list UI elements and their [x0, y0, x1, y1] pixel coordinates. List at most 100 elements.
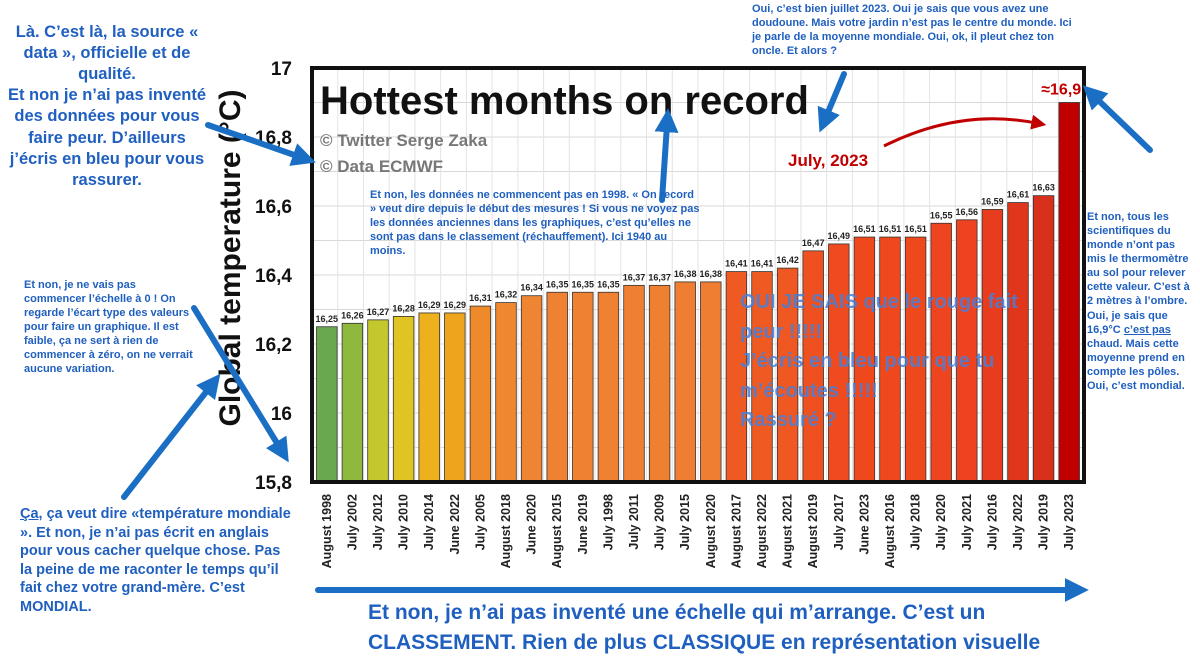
- note-scale: Et non, je ne vais pas commencer l’échel…: [24, 279, 193, 376]
- data-label: 16,51: [853, 224, 876, 234]
- arrow-record: [1082, 85, 1153, 153]
- grid: [312, 68, 1084, 482]
- x-tick-label: July 2009: [653, 494, 667, 550]
- x-tick-label: July 2002: [345, 494, 359, 550]
- bar: [700, 281, 722, 483]
- data-label: 16,27: [367, 307, 390, 317]
- y-tick-label: 16,4: [255, 266, 292, 287]
- data-label: 16,37: [648, 272, 671, 282]
- data-label: 16,35: [546, 279, 569, 289]
- data-label: 16,56: [956, 207, 979, 217]
- x-tick-label: June 2023: [857, 494, 871, 555]
- x-tick-label: July 2015: [678, 494, 692, 550]
- note-july-2023: Oui, c’est bien juillet 2023. Oui je sai…: [752, 3, 1072, 58]
- x-tick-label: July 2014: [422, 494, 436, 550]
- highlight-label: July, 2023: [788, 151, 868, 170]
- x-tick-label: July 2021: [960, 494, 974, 550]
- x-tick-label: July 2016: [985, 494, 999, 550]
- data-label: 16,38: [674, 269, 697, 279]
- bar: [495, 302, 517, 483]
- bar: [648, 284, 671, 483]
- credit-twitter: © Twitter Serge Zaka: [320, 131, 488, 150]
- y-tick-label: 15,8: [255, 473, 292, 494]
- x-tick-label: July 2020: [934, 494, 948, 550]
- data-label: 16,41: [751, 259, 774, 269]
- data-label-record: ≈16,9: [1041, 82, 1081, 99]
- x-tick-label: August 1998: [320, 494, 334, 568]
- bar: [367, 319, 389, 483]
- arrow-scale: [191, 305, 289, 463]
- bar: [418, 312, 440, 483]
- x-tick-label: July 2012: [371, 494, 385, 550]
- x-tick-label: July 2017: [832, 494, 846, 550]
- x-tick-label: August 2019: [806, 494, 820, 568]
- note-global-temperature-lead: Ça: [20, 506, 39, 522]
- data-label: 16,42: [776, 255, 799, 265]
- x-tick-label: July 2010: [397, 494, 411, 550]
- x-tick-label: June 2020: [525, 494, 539, 555]
- arrow-ylabel: [121, 373, 221, 500]
- data-label: 16,26: [341, 310, 364, 320]
- x-tick-label: July 2005: [473, 494, 487, 550]
- data-label: 16,63: [1032, 183, 1055, 193]
- y-tick-label: 16: [271, 404, 292, 425]
- data-label: 16,41: [725, 259, 748, 269]
- bar: [469, 305, 492, 483]
- y-tick-label: 16,2: [255, 335, 292, 356]
- bar: [546, 291, 568, 483]
- data-label: 16,25: [316, 314, 339, 324]
- note-thermometer: Et non, tous les scientifiques du monde …: [1087, 210, 1195, 393]
- data-label: 16,47: [802, 238, 825, 248]
- note-global-temperature: Ça, ça veut dire «température mondiale »…: [20, 505, 292, 616]
- data-label: 16,61: [1007, 190, 1030, 200]
- bar: [1058, 102, 1080, 483]
- note-thermometer-post: chaud. Mais cette moyenne prend en compt…: [1087, 337, 1185, 392]
- plot-frame: [310, 66, 1086, 484]
- x-tick-label: August 2021: [781, 494, 795, 568]
- data-label: 16,29: [418, 300, 441, 310]
- x-tick-label: August 2022: [755, 494, 769, 568]
- x-tick-label: August 2017: [729, 494, 743, 568]
- x-tick-label: June 2022: [448, 494, 462, 555]
- x-tick-label: July 2018: [909, 494, 923, 550]
- data-label: 16,51: [904, 224, 927, 234]
- bar: [392, 315, 415, 483]
- data-label: 16,32: [495, 290, 518, 300]
- x-tick-label: July 1998: [601, 494, 615, 550]
- x-tick-label: July 2022: [1011, 494, 1025, 550]
- note-thermometer-underlined: c’est pas: [1123, 323, 1171, 336]
- chart-title: Hottest months on record: [320, 79, 809, 123]
- data-label: 16,35: [572, 279, 595, 289]
- bar: [341, 322, 364, 483]
- data-label: 16,35: [597, 279, 620, 289]
- arrow-source: [205, 122, 316, 166]
- y-tick-label: 16,6: [255, 197, 292, 218]
- y-axis-label: Global temperature (°C): [214, 89, 247, 426]
- note-on-record: Et non, les données ne commencent pas en…: [370, 189, 700, 258]
- data-label: 16,51: [879, 224, 902, 234]
- data-label: 16,49: [828, 231, 851, 241]
- bar: [444, 312, 466, 483]
- bar: [520, 295, 543, 483]
- highlight-arrow: [883, 114, 1047, 148]
- data-label: 16,28: [392, 303, 415, 313]
- data-label: 16,29: [444, 300, 467, 310]
- x-tick-label: August 2020: [704, 494, 718, 568]
- x-tick-label: July 2011: [627, 494, 641, 550]
- bar: [572, 291, 594, 483]
- note-thermometer-pre: Et non, tous les scientifiques du monde …: [1087, 211, 1190, 336]
- data-label: 16,34: [520, 283, 543, 293]
- data-label: 16,37: [623, 272, 646, 282]
- bar: [674, 281, 696, 483]
- arrow-title: [654, 108, 679, 203]
- data-label: 16,55: [930, 210, 953, 220]
- credit-data: © Data ECMWF: [320, 157, 443, 176]
- bars: [316, 102, 1080, 483]
- note-classement: Et non, je n’ai pas inventé une échelle …: [368, 601, 1041, 655]
- arrow-july: [817, 71, 847, 133]
- data-label: 16,59: [981, 196, 1004, 206]
- bar: [623, 284, 645, 483]
